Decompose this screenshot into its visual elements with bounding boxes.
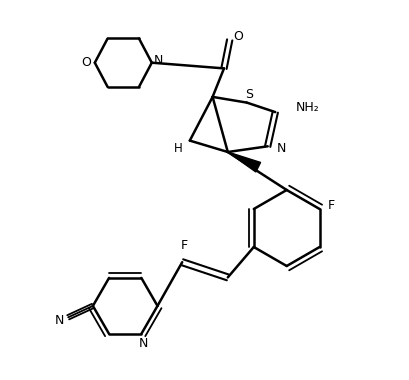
Text: N: N (153, 54, 163, 67)
Text: N: N (276, 142, 286, 155)
Text: N: N (55, 314, 64, 327)
Text: S: S (244, 88, 252, 101)
Text: N: N (138, 337, 148, 350)
Text: H: H (173, 142, 182, 155)
Text: NH₂: NH₂ (295, 101, 319, 114)
Text: O: O (81, 56, 91, 69)
Text: F: F (327, 200, 334, 212)
Polygon shape (227, 152, 260, 172)
Text: O: O (233, 30, 243, 43)
Text: F: F (180, 239, 187, 252)
